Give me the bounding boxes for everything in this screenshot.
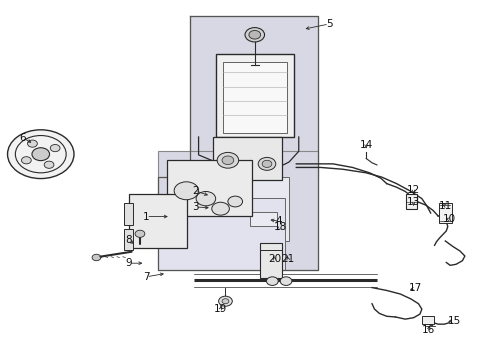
Text: 9: 9 [125,258,132,268]
Circle shape [217,152,239,168]
Circle shape [44,161,54,168]
Bar [260,243,282,278]
Bar [422,316,434,324]
Bar [129,194,187,248]
Text: 6: 6 [20,133,26,143]
Bar [124,203,133,225]
Bar [216,54,294,137]
Text: 5: 5 [326,19,332,29]
Text: 15: 15 [447,316,461,325]
Text: 4: 4 [276,216,283,226]
Circle shape [15,135,66,173]
Text: 10: 10 [442,215,456,224]
Text: 17: 17 [408,283,422,293]
Circle shape [50,144,60,152]
Circle shape [222,299,229,304]
Bar [440,203,452,223]
Bar [406,194,417,210]
Circle shape [27,140,37,147]
Text: 19: 19 [214,304,227,314]
Bar [191,177,289,241]
Text: 13: 13 [407,197,420,207]
Bar [223,62,287,134]
Bar [124,229,133,250]
Text: 2: 2 [192,186,198,196]
Circle shape [212,202,229,215]
Circle shape [267,277,278,285]
Text: 16: 16 [422,325,435,335]
Bar [213,137,282,180]
Text: 20: 20 [268,254,281,264]
Circle shape [174,182,198,200]
Bar [158,198,285,270]
Text: 1: 1 [143,212,149,221]
Bar [158,151,318,270]
Text: 7: 7 [143,272,149,282]
Text: 11: 11 [439,201,452,211]
Circle shape [32,148,49,161]
Circle shape [262,160,272,167]
Circle shape [196,192,216,206]
Bar [167,160,252,216]
Circle shape [280,277,292,285]
Circle shape [7,130,74,179]
Circle shape [245,28,265,42]
Text: 8: 8 [125,235,132,245]
Bar [250,212,277,226]
Circle shape [135,230,145,237]
Text: 21: 21 [281,254,294,264]
Text: 3: 3 [192,202,198,212]
Circle shape [258,157,276,170]
Circle shape [22,157,31,164]
Text: 18: 18 [273,222,287,232]
Circle shape [228,196,243,207]
Circle shape [219,296,232,306]
Text: 12: 12 [407,185,420,195]
Circle shape [249,31,261,39]
Circle shape [92,254,101,261]
Bar [190,16,318,177]
Circle shape [222,156,234,165]
Text: 14: 14 [360,140,373,150]
